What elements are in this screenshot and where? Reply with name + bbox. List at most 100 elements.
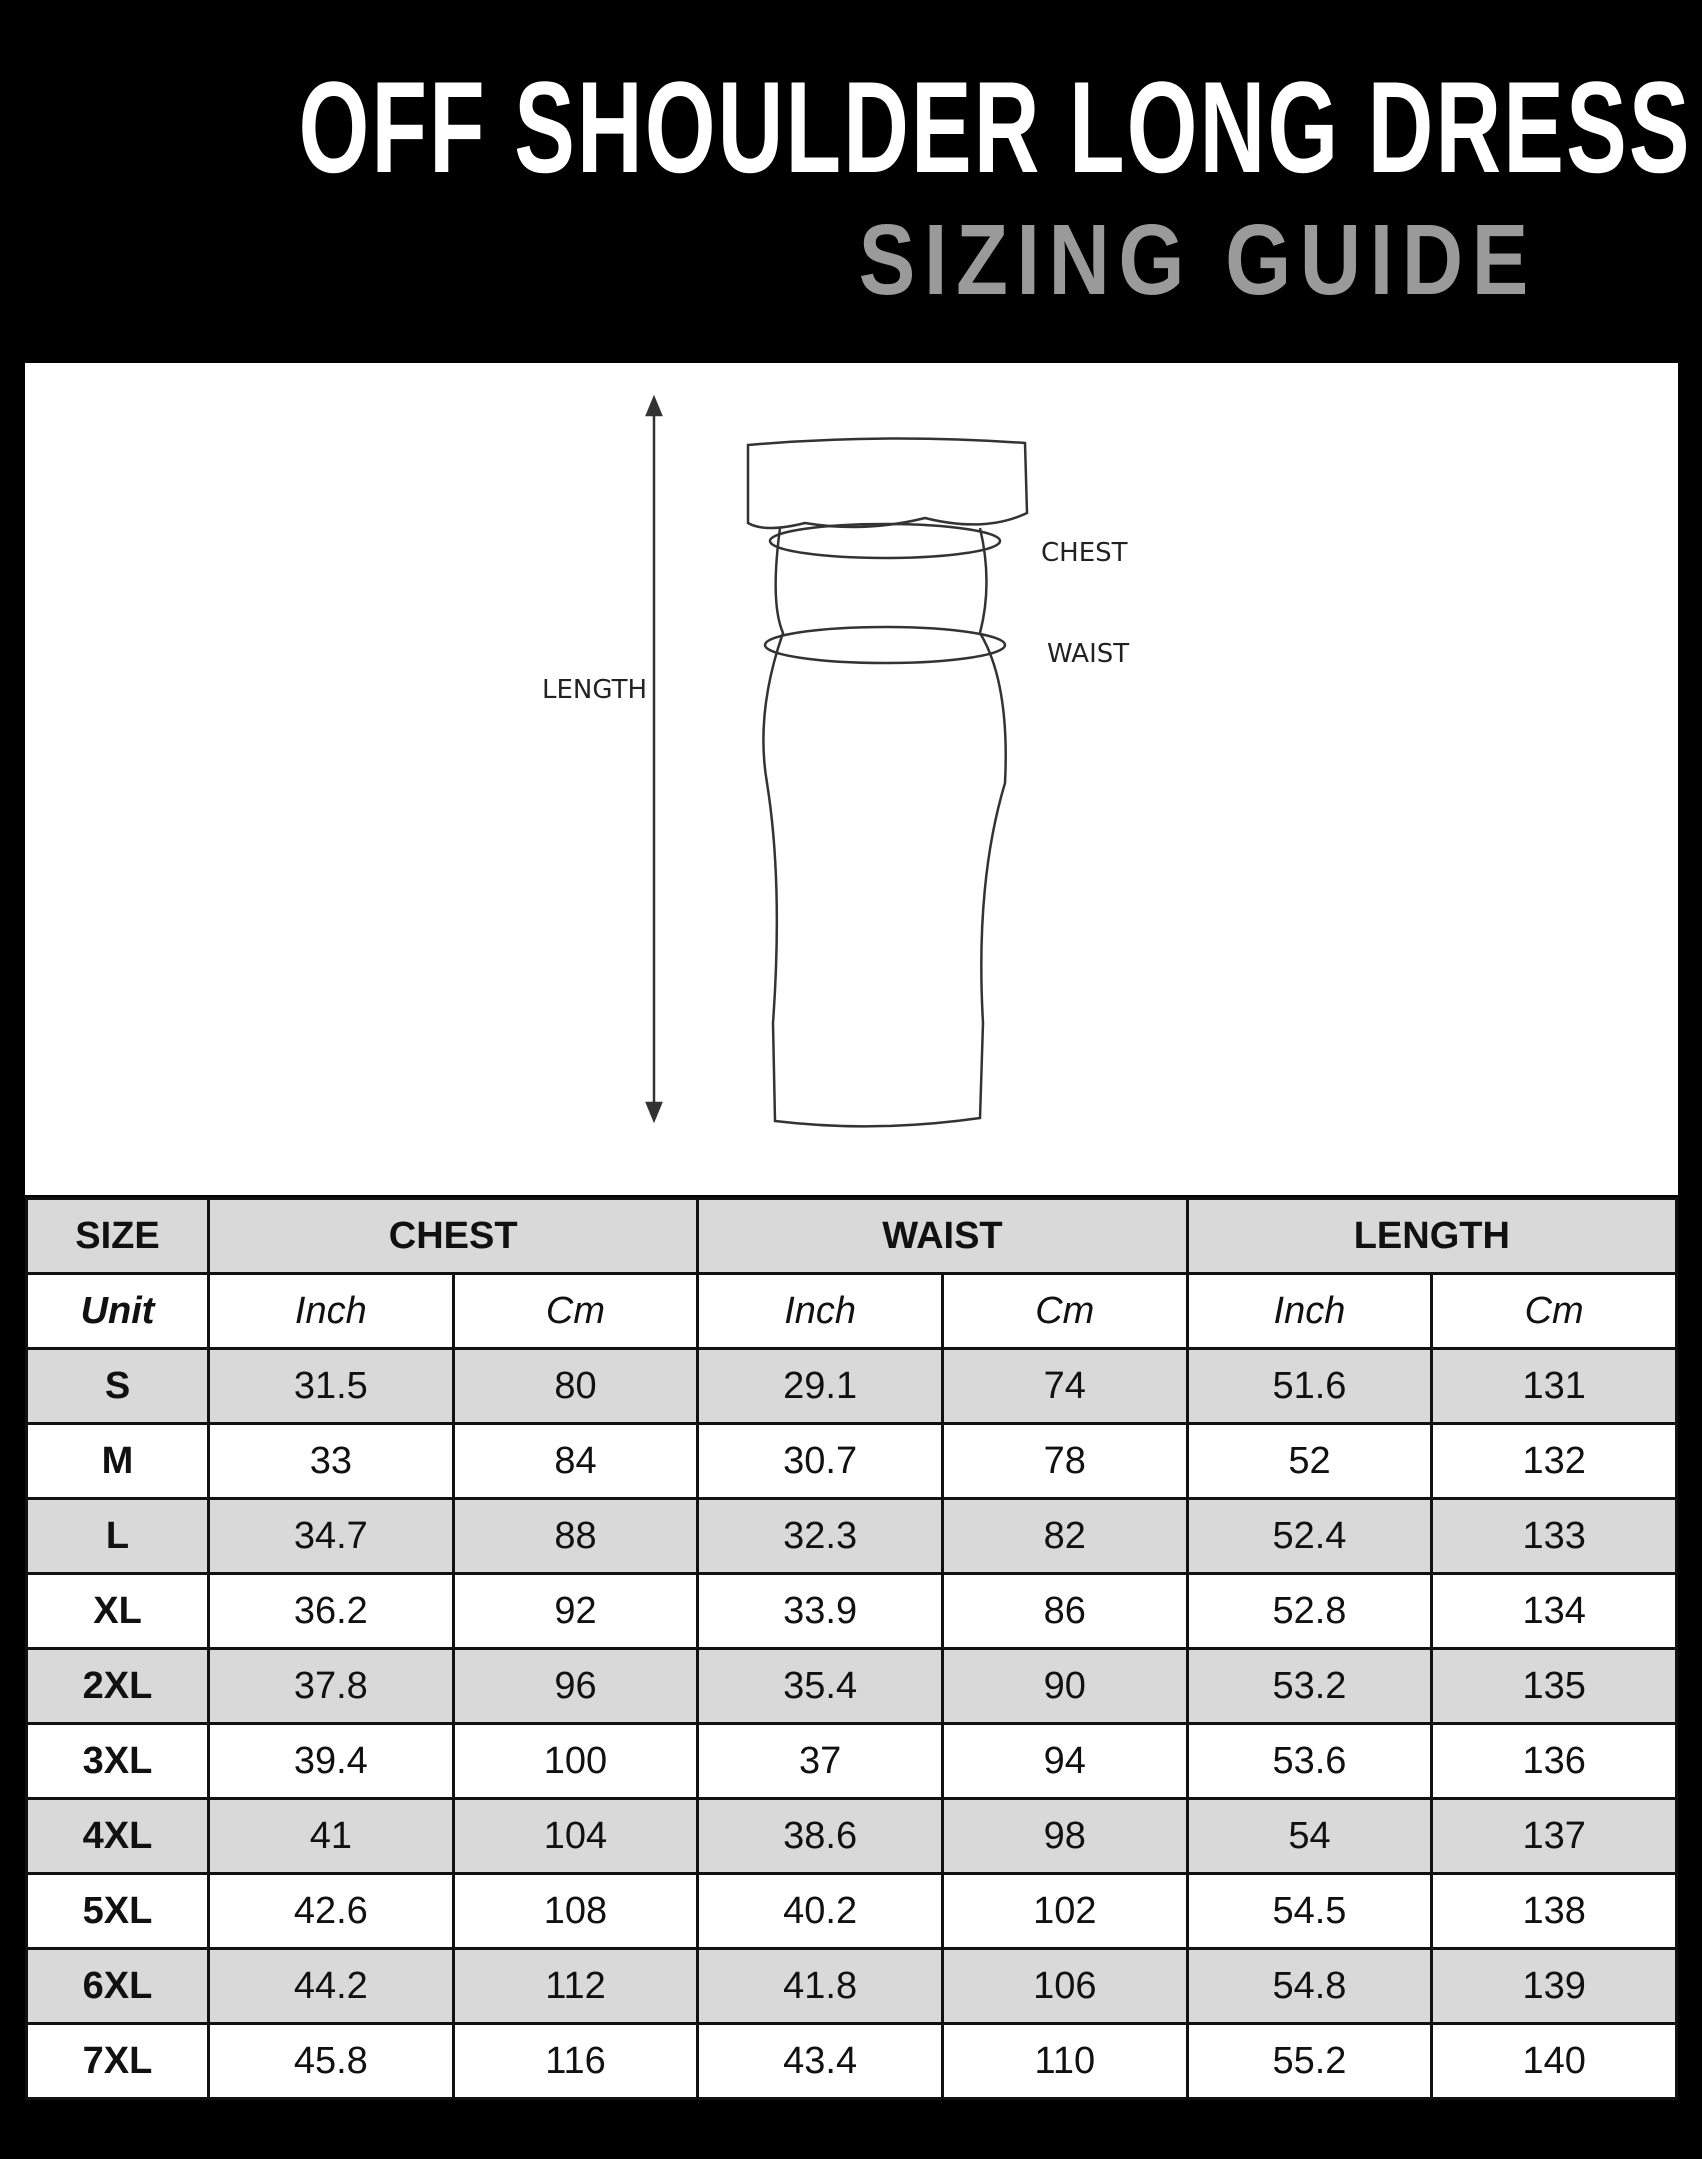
value-cell: 133 [1430,1497,1678,1575]
value-cell: 100 [451,1722,700,1800]
value-cell: 110 [940,2022,1189,2100]
value-cell: 106 [940,1947,1189,2025]
waist-line [763,625,1007,665]
value-cell: 139 [1430,1947,1678,2025]
value-cell: 34.7 [207,1497,455,1575]
value-cell: 116 [451,2022,700,2100]
value-cell: 43.4 [696,2022,944,2100]
value-cell: 78 [940,1422,1189,1500]
page-title-container: OFF SHOULDER LONG DRESS [0,62,1702,192]
size-cell: 6XL [25,1947,210,2025]
value-cell: 138 [1430,1872,1678,1950]
page-title: OFF SHOULDER LONG DRESS [298,54,1692,200]
value-cell: 53.6 [1185,1722,1434,1800]
size-cell: 4XL [25,1797,210,1875]
dress-body [762,527,1007,1128]
value-cell: 35.4 [696,1647,944,1725]
value-cell: 92 [451,1572,700,1650]
chest-header: CHEST [206,1197,700,1275]
value-cell: 45.8 [207,2022,455,2100]
value-cell: 94 [940,1722,1189,1800]
size-cell: S [25,1347,210,1425]
value-cell: 112 [451,1947,700,2025]
value-cell: 131 [1430,1347,1678,1425]
value-cell: 135 [1430,1647,1678,1725]
size-cell: L [25,1497,210,1575]
value-cell: 74 [940,1347,1189,1425]
unit-cell: Cm [451,1272,700,1350]
waist-header: WAIST [696,1197,1189,1275]
value-cell: 37 [696,1722,944,1800]
dress-top-band [746,437,1029,530]
size-cell: 7XL [25,2022,210,2100]
size-cell: 2XL [25,1647,210,1725]
waist-label: WAIST [1047,639,1129,669]
value-cell: 37.8 [207,1647,455,1725]
value-cell: 86 [940,1572,1189,1650]
table-row: 3XL 39.4 100 37 94 53.6 136 [25,1722,1678,1800]
value-cell: 38.6 [696,1797,944,1875]
value-cell: 90 [940,1647,1189,1725]
value-cell: 132 [1430,1422,1678,1500]
value-cell: 30.7 [696,1422,944,1500]
value-cell: 84 [451,1422,700,1500]
value-cell: 44.2 [207,1947,455,2025]
table-row: M 33 84 30.7 78 52 132 [25,1422,1678,1500]
unit-cell: Inch [696,1272,944,1350]
chest-line [768,522,1002,560]
value-cell: 41.8 [696,1947,944,2025]
value-cell: 52.8 [1185,1572,1434,1650]
value-cell: 42.6 [207,1872,455,1950]
value-cell: 55.2 [1185,2022,1434,2100]
value-cell: 31.5 [207,1347,455,1425]
unit-row: Unit Inch Cm Inch Cm Inch Cm [25,1272,1678,1350]
value-cell: 54.8 [1185,1947,1434,2025]
table-row: XL 36.2 92 33.9 86 52.8 134 [25,1572,1678,1650]
arrow-head-top [645,394,663,417]
value-cell: 137 [1430,1797,1678,1875]
group-header-row: SIZE CHEST WAIST LENGTH [25,1197,1679,1275]
value-cell: 52.4 [1185,1497,1434,1575]
value-cell: 41 [207,1797,455,1875]
value-cell: 36.2 [207,1572,455,1650]
table-row: 2XL 37.8 96 35.4 90 53.2 135 [25,1647,1678,1725]
value-cell: 33 [207,1422,455,1500]
table-row: 7XL 45.8 116 43.4 110 55.2 140 [25,2022,1678,2100]
unit-label: Unit [25,1272,210,1350]
value-cell: 140 [1430,2022,1678,2100]
unit-cell: Inch [207,1272,455,1350]
value-cell: 39.4 [207,1722,455,1800]
unit-cell: Inch [1185,1272,1434,1350]
value-cell: 108 [451,1872,700,1950]
value-cell: 98 [940,1797,1189,1875]
table-row: 4XL 41 104 38.6 98 54 137 [25,1797,1678,1875]
arrow-head-bottom [645,1101,663,1124]
size-cell: M [25,1422,210,1500]
value-cell: 52 [1185,1422,1434,1500]
page-subtitle: SIZING GUIDE [858,204,1537,316]
length-header: LENGTH [1185,1197,1679,1275]
size-cell: 3XL [25,1722,210,1800]
table-row: 5XL 42.6 108 40.2 102 54.5 138 [25,1872,1678,1950]
unit-cell: Cm [1430,1272,1678,1350]
table-row: L 34.7 88 32.3 82 52.4 133 [25,1497,1678,1575]
value-cell: 136 [1430,1722,1678,1800]
value-cell: 40.2 [696,1872,944,1950]
value-cell: 54.5 [1185,1872,1434,1950]
value-cell: 54 [1185,1797,1434,1875]
unit-cell: Cm [940,1272,1189,1350]
size-cell: XL [25,1572,210,1650]
chest-label: CHEST [1041,538,1128,568]
value-cell: 88 [451,1497,700,1575]
size-cell: 5XL [25,1872,210,1950]
value-cell: 51.6 [1185,1347,1434,1425]
value-cell: 82 [940,1497,1189,1575]
table-row: 6XL 44.2 112 41.8 106 54.8 139 [25,1947,1678,2025]
value-cell: 134 [1430,1572,1678,1650]
value-cell: 80 [451,1347,700,1425]
value-cell: 96 [451,1647,700,1725]
value-cell: 102 [940,1872,1189,1950]
value-cell: 33.9 [696,1572,944,1650]
value-cell: 104 [451,1797,700,1875]
value-cell: 32.3 [696,1497,944,1575]
